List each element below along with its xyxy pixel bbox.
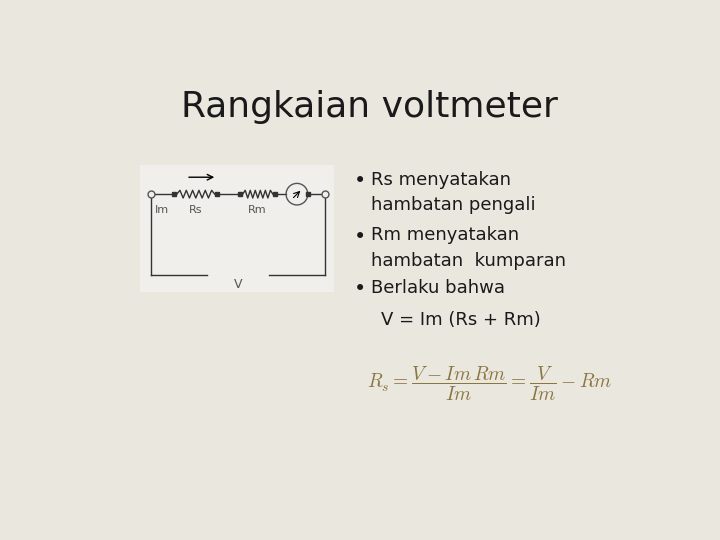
FancyBboxPatch shape — [140, 165, 334, 292]
Text: Rangkaian voltmeter: Rangkaian voltmeter — [181, 90, 557, 124]
Text: Rm: Rm — [248, 205, 266, 215]
Text: Berlaku bahwa: Berlaku bahwa — [371, 279, 505, 297]
Text: V: V — [234, 278, 242, 291]
Text: Rm menyatakan
hambatan  kumparan: Rm menyatakan hambatan kumparan — [371, 226, 565, 269]
Text: •: • — [354, 226, 366, 246]
Text: V = Im (Rs + Rm): V = Im (Rs + Rm) — [382, 311, 541, 329]
Text: $R_s = \dfrac{V - Im\,Rm}{Im} = \dfrac{V}{Im} - Rm$: $R_s = \dfrac{V - Im\,Rm}{Im} = \dfrac{V… — [367, 365, 613, 403]
Text: Rs: Rs — [189, 205, 202, 215]
Text: •: • — [354, 171, 366, 191]
Text: •: • — [354, 279, 366, 299]
Text: Im: Im — [155, 205, 169, 215]
Text: Rs menyatakan
hambatan pengali: Rs menyatakan hambatan pengali — [371, 171, 535, 214]
